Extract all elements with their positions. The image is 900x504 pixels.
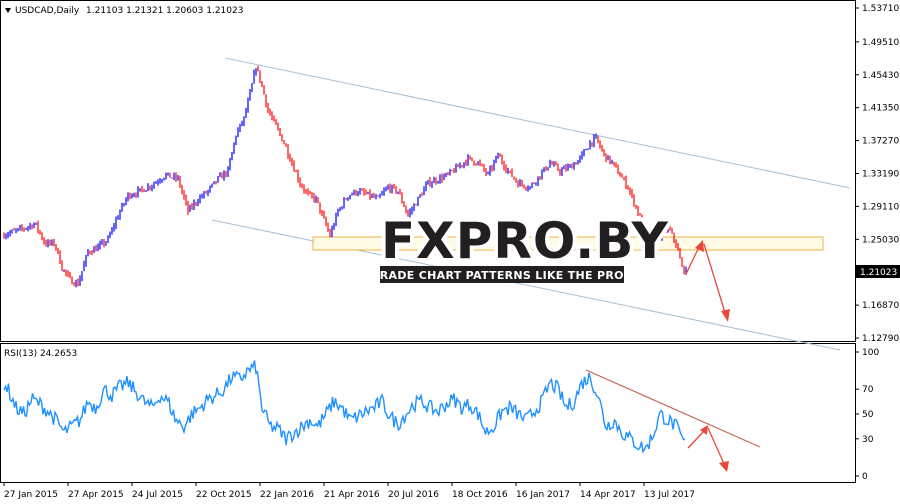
time-tick-label: 21 Apr 2016: [324, 490, 380, 500]
rsi-tick-label: 30: [862, 435, 874, 445]
time-tick-label: 18 Oct 2016: [452, 490, 508, 500]
rsi-axis: 100 70 50 30 0: [855, 348, 879, 482]
rsi-tick-label: 100: [862, 348, 879, 358]
rsi-panel-frame: [0, 343, 856, 483]
price-tick-label: 1.45430: [862, 71, 899, 81]
time-tick-label: 24 Jul 2015: [132, 490, 183, 500]
time-tick-label: 22 Jan 2016: [260, 490, 314, 500]
rsi-tick-label: 70: [862, 385, 874, 395]
time-tick-label: 14 Apr 2017: [580, 490, 636, 500]
upper-channel-line: [224, 57, 851, 189]
current-price-label: 1.21023: [860, 268, 897, 278]
price-tick-label: 1.29110: [862, 202, 899, 212]
price-projection-arrows: [685, 240, 730, 322]
price-panel-frame: [0, 0, 856, 342]
watermark: FXPRO.BY FXPRO.BY TRADE CHART PATTERNS L…: [372, 208, 672, 283]
price-tick-label: 1.12790: [862, 334, 899, 344]
current-price-marker: [856, 265, 900, 278]
chart-symbol: USDCAD,Daily: [15, 6, 80, 16]
arrow-down-icon: [719, 461, 729, 472]
arrow-up-icon: [695, 240, 704, 252]
price-tick-label: 1.41350: [862, 104, 899, 114]
rsi-tick-label: 50: [862, 410, 874, 420]
rsi-trend-line: [585, 369, 761, 448]
rsi-series: [3, 360, 685, 454]
time-tick-label: 13 Jul 2017: [644, 490, 695, 500]
watermark-brand-outline: FXPRO.BY: [381, 212, 669, 270]
rsi-projection-arrows: [687, 425, 729, 472]
time-tick-label: 16 Jan 2017: [516, 490, 570, 500]
arrow-down-icon: [721, 309, 730, 322]
price-tick-label: 1.16870: [862, 301, 899, 311]
price-tick-label: 1.33190: [862, 169, 899, 179]
watermark-band: [380, 266, 624, 283]
watermark-brand: FXPRO.BY: [381, 212, 669, 270]
rsi-tick-label: 0: [862, 472, 868, 482]
time-tick-label: 22 Oct 2015: [196, 490, 252, 500]
triangle-down-icon[interactable]: [5, 8, 11, 13]
price-tick-label: 1.37270: [862, 137, 899, 147]
time-tick-label: 27 Jan 2015: [4, 490, 58, 500]
arrow-up-icon: [700, 425, 708, 435]
time-tick-label: 27 Apr 2015: [68, 490, 124, 500]
price-tick-label: 1.53710: [862, 4, 899, 14]
price-tick-label: 1.49510: [862, 38, 899, 48]
time-tick-label: 20 Jul 2016: [388, 490, 439, 500]
time-axis: 27 Jan 2015 27 Apr 2015 24 Jul 2015 22 Oct …: [3, 482, 695, 500]
chart-ohlc: 1.21103 1.21321 1.20603 1.21023: [86, 6, 243, 16]
rsi-header: RSI(13) 24.2653: [4, 349, 77, 359]
watermark-tagline: TRADE CHART PATTERNS LIKE THE PROS: [372, 269, 632, 282]
support-zone: [312, 236, 824, 251]
rsi-line: [3, 360, 685, 454]
price-axis: 1.53710 1.49510 1.45430 1.41350 1.37270 1.331…: [855, 4, 899, 344]
price-series: [3, 65, 687, 288]
price-tick-label: 1.25030: [862, 235, 899, 245]
